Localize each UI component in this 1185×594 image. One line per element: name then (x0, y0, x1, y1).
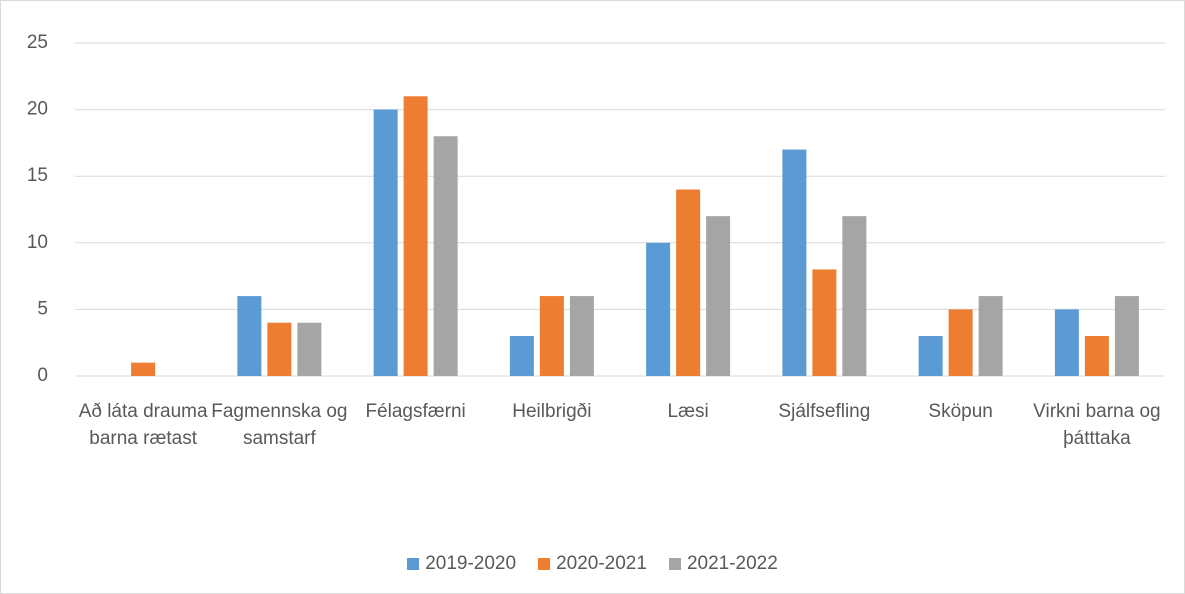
bar (812, 269, 837, 376)
bar (131, 362, 156, 376)
bar (297, 322, 322, 376)
bar (782, 149, 807, 376)
x-tick-label: Virkni barna og þátttaka (1033, 401, 1161, 449)
bar (373, 109, 398, 376)
bar (569, 296, 594, 376)
y-tick-label: 10 (27, 232, 48, 253)
legend-item: 2021-2022 (668, 553, 778, 575)
bar (646, 242, 671, 376)
bar (676, 189, 701, 376)
x-tick-label: Að láta drauma barna rætast (78, 401, 208, 449)
legend-item: 2020-2021 (538, 553, 647, 575)
bar (1084, 336, 1109, 376)
y-tick-label: 15 (27, 165, 48, 186)
bar (918, 336, 943, 376)
x-tick-label: Sjálfsefling (778, 401, 871, 422)
legend: 2019-2020 2020-2021 2021-2022 (0, 553, 1185, 575)
legend-swatch (407, 558, 420, 570)
y-tick-label: 0 (37, 365, 48, 386)
bar (267, 322, 292, 376)
legend-label: 2019-2020 (425, 553, 517, 574)
bar (842, 216, 867, 376)
x-tick-label: Félagsfærni (365, 401, 466, 422)
legend-label: 2021-2022 (686, 553, 778, 574)
bar (948, 309, 973, 376)
bar (539, 296, 564, 376)
bar (1114, 296, 1139, 376)
x-tick-label: Læsi (667, 401, 709, 422)
legend-swatch (538, 558, 551, 570)
bar (237, 296, 262, 376)
y-tick-label: 5 (37, 298, 48, 319)
legend-label: 2020-2021 (556, 553, 647, 574)
bar (706, 216, 731, 376)
y-tick-label: 20 (27, 99, 48, 120)
bar (509, 336, 534, 376)
bar (1054, 309, 1079, 376)
x-tick-label: Heilbrigði (512, 401, 592, 422)
y-tick-label: 25 (27, 32, 48, 53)
x-tick-label: Fagmennska og samstarf (211, 401, 348, 449)
legend-swatch (668, 558, 681, 570)
legend-item: 2019-2020 (407, 553, 516, 575)
bar (433, 136, 458, 376)
x-tick-label: Sköpun (928, 401, 993, 422)
bar (403, 96, 428, 376)
bar (978, 296, 1003, 376)
